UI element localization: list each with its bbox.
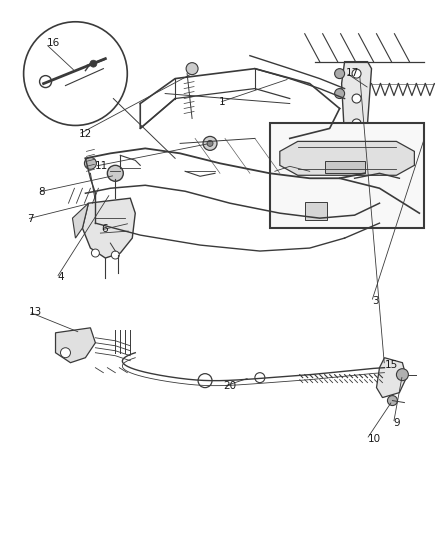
Polygon shape bbox=[72, 203, 88, 238]
Polygon shape bbox=[280, 141, 414, 175]
Text: 11: 11 bbox=[95, 160, 108, 171]
Circle shape bbox=[85, 157, 96, 169]
Text: 20: 20 bbox=[223, 381, 237, 391]
Circle shape bbox=[335, 69, 345, 78]
Circle shape bbox=[352, 94, 361, 103]
Bar bbox=[325, 161, 364, 173]
Polygon shape bbox=[82, 198, 135, 258]
Circle shape bbox=[207, 140, 213, 147]
Text: 6: 6 bbox=[101, 224, 108, 235]
Circle shape bbox=[90, 60, 97, 67]
Bar bbox=[305, 202, 327, 220]
Text: 9: 9 bbox=[394, 418, 400, 428]
Circle shape bbox=[186, 63, 198, 75]
Text: 1: 1 bbox=[219, 97, 226, 107]
Polygon shape bbox=[342, 62, 371, 139]
Circle shape bbox=[335, 88, 345, 99]
Circle shape bbox=[396, 369, 408, 381]
Circle shape bbox=[111, 251, 119, 259]
Circle shape bbox=[352, 119, 361, 128]
Text: 17: 17 bbox=[346, 68, 359, 78]
Text: 10: 10 bbox=[367, 434, 381, 444]
Text: 7: 7 bbox=[27, 214, 34, 224]
Circle shape bbox=[388, 395, 397, 406]
Circle shape bbox=[60, 348, 71, 358]
Circle shape bbox=[352, 69, 361, 78]
Text: 12: 12 bbox=[79, 128, 92, 139]
Circle shape bbox=[39, 76, 52, 87]
Circle shape bbox=[92, 249, 99, 257]
Polygon shape bbox=[377, 358, 406, 398]
Text: 3: 3 bbox=[372, 296, 378, 306]
Circle shape bbox=[203, 136, 217, 150]
Text: 4: 4 bbox=[57, 272, 64, 282]
Text: 8: 8 bbox=[38, 187, 44, 197]
Bar bbox=[270, 124, 424, 228]
Text: 15: 15 bbox=[385, 360, 398, 370]
Polygon shape bbox=[56, 328, 95, 362]
Text: 13: 13 bbox=[29, 306, 42, 317]
Text: 16: 16 bbox=[46, 38, 60, 49]
Circle shape bbox=[107, 165, 124, 181]
